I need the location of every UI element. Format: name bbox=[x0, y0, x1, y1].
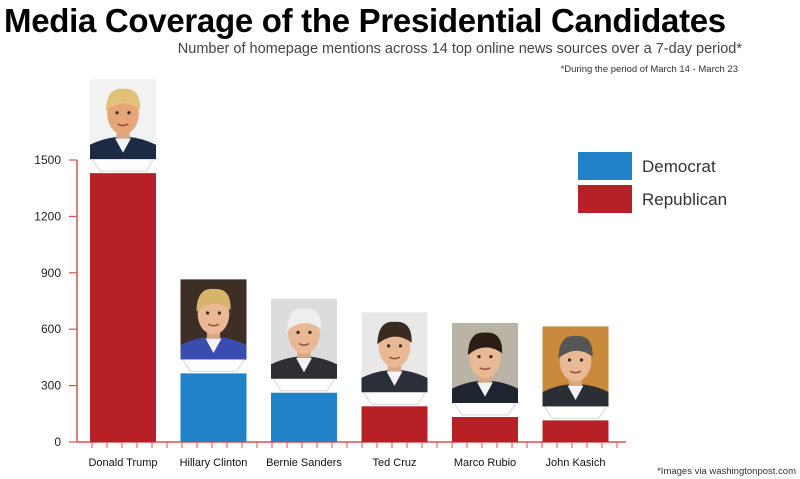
y-tick-label: 0 bbox=[54, 435, 61, 449]
y-tick-label: 900 bbox=[41, 266, 61, 280]
chart-subtitle: Number of homepage mentions across 14 to… bbox=[177, 41, 742, 57]
image-credit: *Images via washingtonpost.com bbox=[657, 466, 796, 477]
category-label: John Kasich bbox=[546, 457, 606, 469]
photo-connector bbox=[363, 392, 426, 405]
chart-title: Media Coverage of the Presidential Candi… bbox=[4, 2, 726, 39]
photo-connector bbox=[91, 158, 155, 172]
category-label: Hillary Clinton bbox=[180, 457, 248, 469]
bar-ted-cruz bbox=[361, 406, 428, 442]
photo-connector bbox=[272, 378, 336, 392]
bar-donald-trump bbox=[90, 173, 156, 442]
category-label: Donald Trump bbox=[88, 457, 157, 469]
photo-connector bbox=[453, 402, 517, 416]
y-tick-label: 600 bbox=[41, 322, 61, 336]
bar-bernie-sanders bbox=[271, 392, 337, 442]
bar-marco-rubio bbox=[452, 416, 518, 442]
kasich-portrait-icon bbox=[542, 326, 609, 407]
category-label: Marco Rubio bbox=[454, 457, 516, 469]
category-label: Bernie Sanders bbox=[266, 457, 342, 469]
trump-portrait-icon bbox=[90, 79, 156, 160]
clinton-portrait-icon bbox=[180, 279, 247, 360]
y-tick-label: 300 bbox=[41, 379, 61, 393]
legend-label-republican: Republican bbox=[642, 190, 727, 209]
photo-connector bbox=[182, 359, 245, 372]
rubio-portrait-icon bbox=[452, 322, 518, 403]
category-label: Ted Cruz bbox=[372, 457, 416, 469]
legend-swatch-democrat bbox=[578, 152, 632, 180]
labels-layer: Donald Trump Hillary Clinton Bernie Sander… bbox=[88, 457, 605, 469]
bar-john-kasich bbox=[542, 420, 609, 442]
legend-label-democrat: Democrat bbox=[642, 157, 716, 176]
chart-footnote: *During the period of March 14 - March 2… bbox=[560, 64, 738, 75]
bar-hillary-clinton bbox=[180, 373, 247, 442]
photo-connector bbox=[544, 406, 607, 419]
legend: Democrat Republican bbox=[578, 152, 727, 213]
sanders-portrait-icon bbox=[271, 298, 337, 379]
bars-layer bbox=[90, 79, 609, 442]
axis-layer: 0 300 600 900 1200 1500 bbox=[34, 153, 626, 449]
y-tick-label: 1200 bbox=[34, 209, 61, 223]
legend-swatch-republican bbox=[578, 185, 632, 213]
cruz-portrait-icon bbox=[361, 312, 428, 393]
y-tick-label: 1500 bbox=[34, 153, 61, 167]
